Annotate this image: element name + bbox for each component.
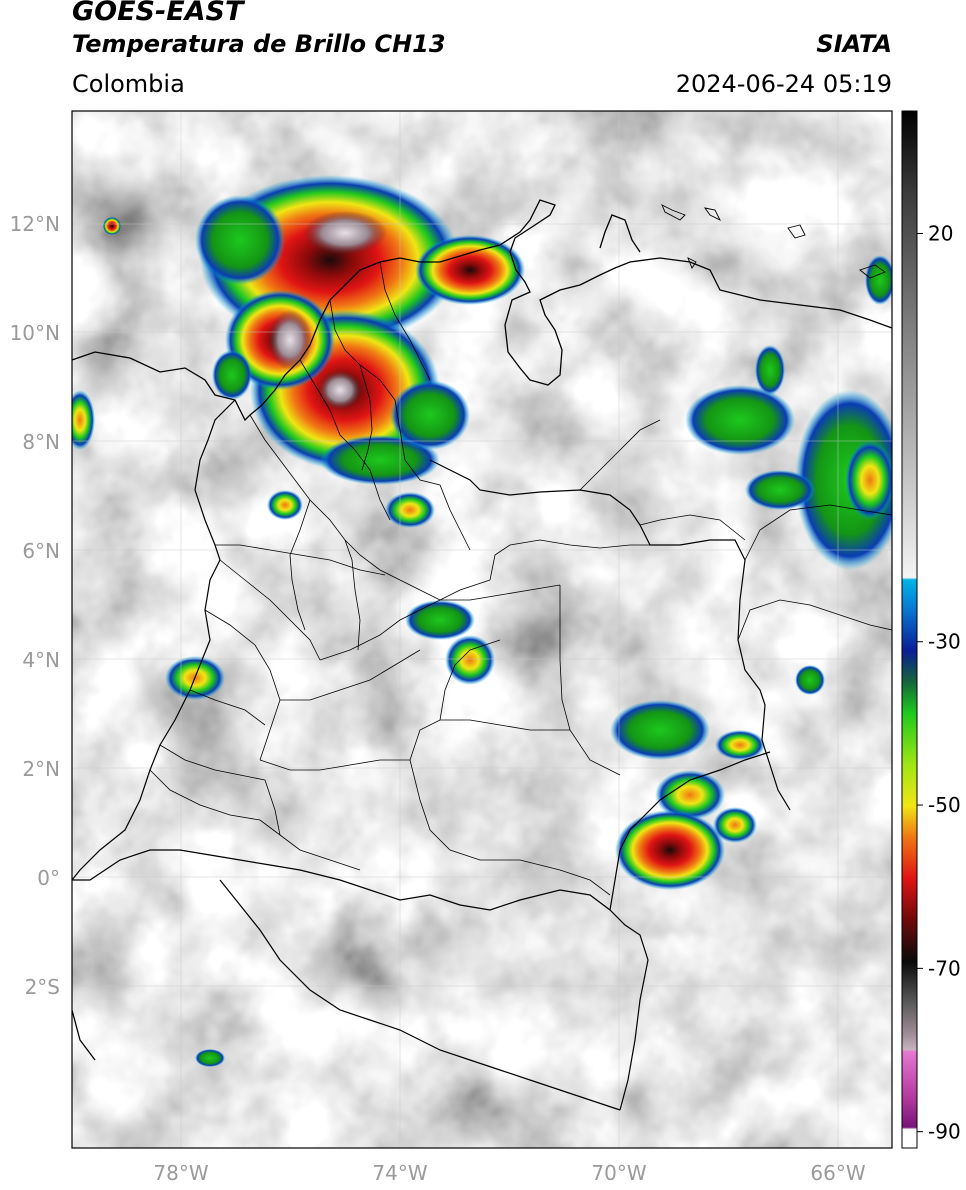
colorbar-tick-label: -30 — [928, 630, 961, 654]
colorbar-ticks: 20 -30 -50 -70 -90 — [917, 221, 961, 1144]
lat-label: 4°N — [22, 648, 60, 672]
colorbar-tick-label: 20 — [928, 221, 953, 245]
colorbar-tick-label: -50 — [928, 793, 961, 817]
lat-label: 2°N — [22, 757, 60, 781]
region-label: Colombia — [72, 70, 185, 98]
lat-label: 12°N — [10, 212, 60, 236]
imagery-layer — [72, 111, 892, 1148]
gridlines — [72, 111, 892, 1148]
convective-cells — [72, 175, 892, 1067]
agency-label: SIATA — [816, 30, 892, 58]
lat-label: 2°S — [25, 975, 60, 999]
department-borders — [149, 261, 650, 896]
colorbar-tick-label: -90 — [928, 1120, 961, 1144]
lon-label: 66°W — [810, 1161, 865, 1185]
islands — [661, 204, 886, 279]
lat-label: 10°N — [10, 321, 60, 345]
datetime-label: 2024-06-24 05:19 — [675, 70, 892, 98]
longitude-labels: 78°W 74°W 70°W 66°W — [153, 1161, 865, 1185]
colorbar-scale — [901, 110, 918, 1149]
product-title: Temperatura de Brillo CH13 — [72, 30, 446, 58]
lon-label: 74°W — [372, 1161, 427, 1185]
map-frame — [71, 110, 893, 1149]
lat-label: 6°N — [22, 539, 60, 563]
lat-label: 8°N — [22, 430, 60, 454]
venezuela-borders — [579, 419, 892, 641]
country-borders — [72, 199, 892, 1061]
lon-label: 70°W — [591, 1161, 646, 1185]
satellite-title: GOES-EAST — [72, 0, 244, 27]
lon-label: 78°W — [153, 1161, 208, 1185]
latitude-labels: 12°N 10°N 8°N 6°N 4°N 2°N 0° 2°S — [10, 212, 60, 999]
lat-label: 0° — [37, 866, 60, 890]
colombia-outline — [72, 399, 791, 1111]
colorbar-tick-label: -70 — [928, 956, 961, 980]
